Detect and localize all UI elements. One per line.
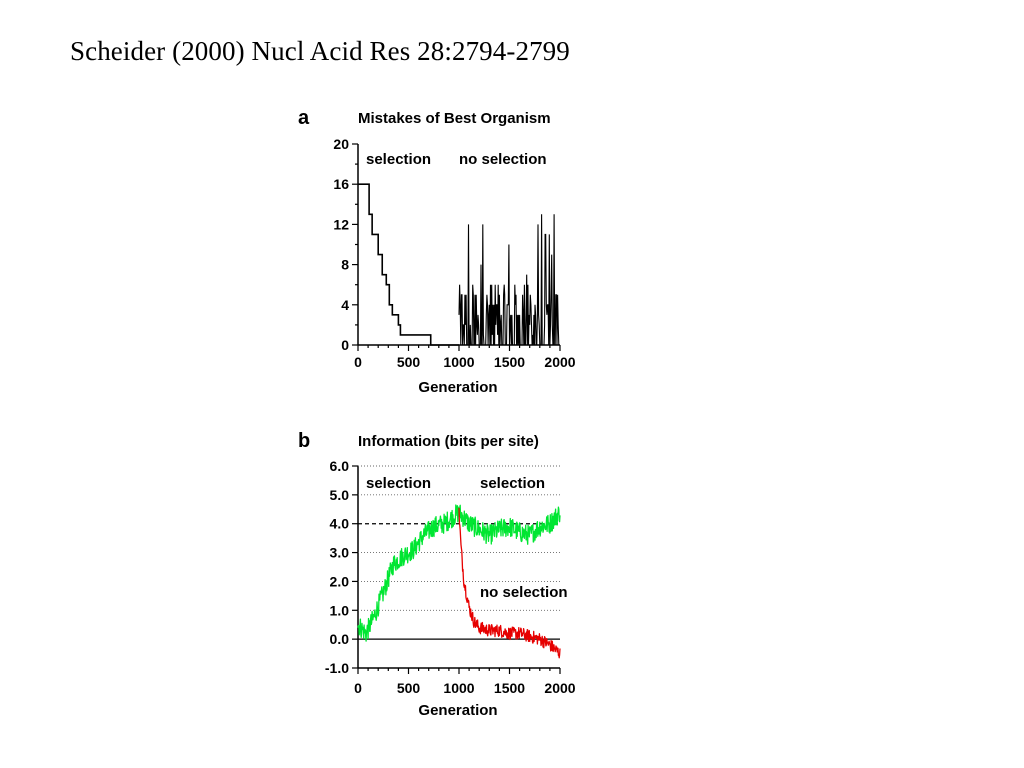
panel-a-annotation-no-selection: no selection bbox=[459, 151, 547, 168]
panel-b-axes: -1.0 0.0 1.0 2.0 3.0 4.0 5.0 6.0 0 500 1000 1500 200… bbox=[325, 458, 576, 696]
panel-b-series-group bbox=[357, 504, 561, 659]
panel-b: b Information (bits per site) -1.0 0.0 1.0… bbox=[298, 430, 576, 719]
panel-a-selection-step-line bbox=[358, 183, 459, 346]
panel-b-x-tick-label: 0 bbox=[354, 680, 362, 696]
panel-a-y-tick-label: 20 bbox=[333, 136, 349, 152]
panel-a-x-tick-label: 2000 bbox=[544, 354, 575, 370]
panel-a-x-tick-label: 1500 bbox=[494, 354, 525, 370]
panel-b-xlabel: Generation bbox=[418, 702, 497, 719]
panel-b-red-series bbox=[458, 507, 561, 659]
panel-a-series-group bbox=[358, 183, 560, 346]
panel-b-letter: b bbox=[298, 430, 310, 452]
panel-b-y-tick-label: 6.0 bbox=[330, 458, 350, 474]
panel-b-y-tick-label: 0.0 bbox=[330, 631, 350, 647]
panel-b-y-tick-label: 5.0 bbox=[330, 487, 350, 503]
panel-b-annotation-selection-right: selection bbox=[480, 475, 545, 492]
slide-title: Scheider (2000) Nucl Acid Res 28:2794-27… bbox=[70, 36, 570, 66]
panel-b-x-tick-label: 2000 bbox=[544, 680, 575, 696]
panel-a: a Mistakes of Best Organism 0 4 8 12 16 20 0 50… bbox=[298, 107, 576, 396]
panel-a-xlabel: Generation bbox=[418, 379, 497, 396]
panel-a-x-tick-label: 0 bbox=[354, 354, 362, 370]
panel-b-x-tick-label: 1500 bbox=[494, 680, 525, 696]
panel-b-y-tick-label: 1.0 bbox=[330, 602, 350, 618]
panel-b-green-series bbox=[357, 504, 561, 642]
panel-a-no-selection-noise bbox=[458, 214, 560, 346]
panel-a-x-tick-label: 1000 bbox=[443, 354, 474, 370]
panel-a-title: Mistakes of Best Organism bbox=[358, 110, 551, 127]
panel-b-annotation-selection-left: selection bbox=[366, 475, 431, 492]
panel-a-y-tick-label: 4 bbox=[341, 297, 349, 313]
panel-b-x-tick-label: 500 bbox=[397, 680, 421, 696]
panel-a-y-tick-label: 8 bbox=[341, 257, 349, 273]
panel-b-title: Information (bits per site) bbox=[358, 433, 539, 450]
panel-b-y-tick-label: 2.0 bbox=[330, 573, 350, 589]
panel-a-x-tick-label: 500 bbox=[397, 354, 421, 370]
panel-b-y-tick-label: -1.0 bbox=[325, 660, 349, 676]
panel-a-y-tick-label: 0 bbox=[341, 337, 349, 353]
panel-a-annotation-selection: selection bbox=[366, 151, 431, 168]
panel-a-y-tick-label: 12 bbox=[333, 216, 349, 232]
panel-a-letter: a bbox=[298, 107, 310, 129]
panel-b-y-tick-label: 3.0 bbox=[330, 545, 350, 561]
panel-b-x-tick-label: 1000 bbox=[443, 680, 474, 696]
panel-a-y-tick-label: 16 bbox=[333, 176, 349, 192]
panel-b-y-tick-label: 4.0 bbox=[330, 516, 350, 532]
panel-b-annotation-no-selection: no selection bbox=[480, 584, 568, 601]
